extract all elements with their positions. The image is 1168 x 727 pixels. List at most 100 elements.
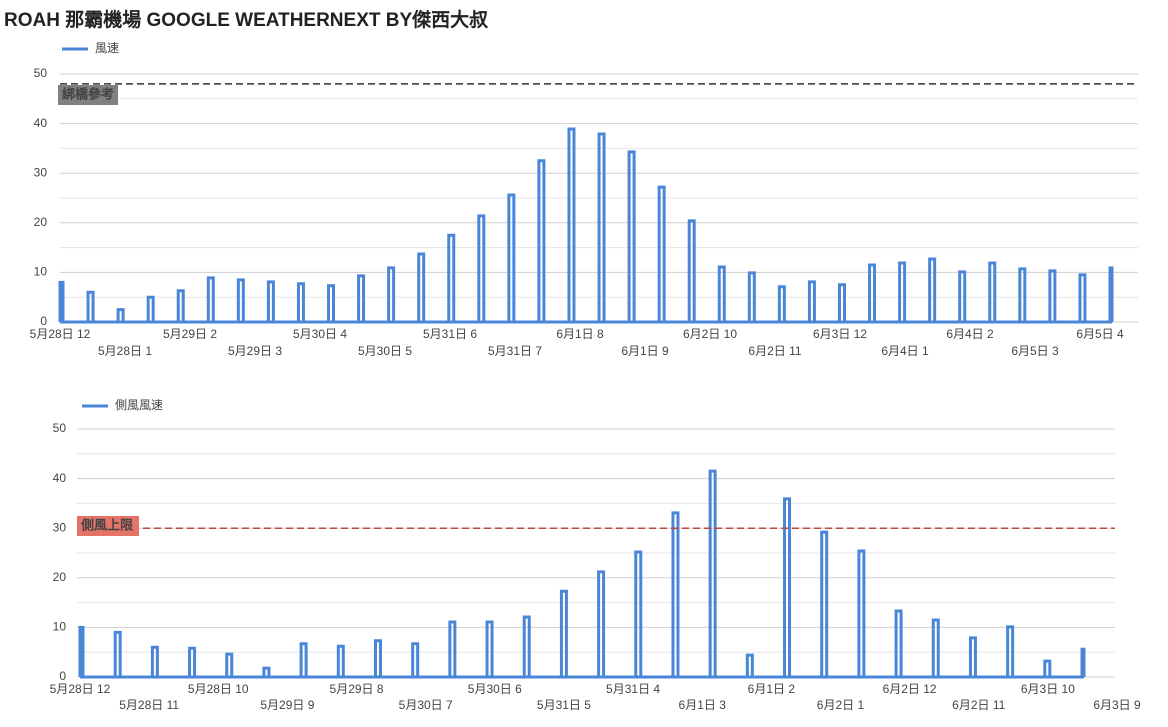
spike <box>745 653 754 677</box>
spike <box>357 274 366 322</box>
spike <box>299 642 308 677</box>
spike <box>225 652 234 677</box>
reference-label-bg <box>77 516 140 536</box>
page-title: ROAH 那霸機場 GOOGLE WEATHERNEXT BY傑西大叔 <box>4 8 489 31</box>
spike <box>708 469 717 677</box>
x-tick-label: 5月29日 9 <box>260 698 314 712</box>
spike <box>747 271 756 322</box>
x-tick-label: 5月31日 7 <box>488 344 542 358</box>
x-tick-label: 6月4日 2 <box>946 327 994 341</box>
x-tick-label: 5月29日 8 <box>330 682 384 696</box>
y-tick-label: 10 <box>53 620 67 634</box>
spike <box>262 666 271 677</box>
x-tick-label: 6月1日 2 <box>748 682 796 696</box>
spike <box>485 620 494 677</box>
x-tick-label: 5月28日 10 <box>188 682 249 696</box>
spike <box>373 639 382 677</box>
spike <box>417 252 426 322</box>
x-tick-label: 6月2日 10 <box>683 327 737 341</box>
spike <box>1018 267 1027 322</box>
spike <box>868 263 877 322</box>
y-tick-label: 20 <box>34 215 48 229</box>
x-tick-label: 6月5日 4 <box>1076 327 1124 341</box>
spike <box>336 644 345 677</box>
x-tick-label: 5月31日 6 <box>423 327 477 341</box>
spike <box>559 589 568 677</box>
spike <box>447 233 456 322</box>
y-tick-label: 40 <box>53 471 67 485</box>
spike <box>1048 269 1057 322</box>
x-tick-label: 6月2日 1 <box>817 698 865 712</box>
spike <box>176 289 185 322</box>
spike <box>958 270 967 322</box>
spike <box>411 642 420 677</box>
spike <box>820 530 829 677</box>
spike <box>807 280 816 322</box>
spike <box>477 214 486 322</box>
spike <box>597 570 606 677</box>
spike <box>687 219 696 322</box>
spike <box>671 511 680 677</box>
spike <box>1108 266 1114 322</box>
x-tick-label: 5月31日 5 <box>537 698 591 712</box>
spike <box>928 257 937 322</box>
y-tick-label: 0 <box>40 314 47 328</box>
x-tick-label: 5月28日 11 <box>119 698 179 712</box>
spike <box>266 280 275 322</box>
x-tick-label: 6月2日 12 <box>883 682 937 696</box>
spike <box>236 278 245 322</box>
spike <box>657 185 666 322</box>
spike <box>777 285 786 322</box>
y-tick-label: 30 <box>34 165 48 179</box>
spike <box>507 193 516 322</box>
y-tick-label: 50 <box>34 66 48 80</box>
x-tick-label: 5月30日 6 <box>468 682 522 696</box>
spike <box>1078 273 1087 322</box>
spike <box>1006 625 1015 677</box>
y-tick-label: 10 <box>34 265 48 279</box>
spike <box>837 283 846 322</box>
spike <box>894 609 903 677</box>
spike <box>1080 647 1086 677</box>
spike <box>968 636 977 677</box>
y-tick-label: 50 <box>53 421 67 435</box>
reference-label: 側風上限 <box>80 517 134 532</box>
spike <box>296 282 305 322</box>
spike <box>597 132 606 322</box>
reference-label-bg <box>58 85 119 105</box>
spike <box>448 620 457 677</box>
spike <box>783 497 792 677</box>
x-tick-label: 5月31日 4 <box>606 682 660 696</box>
spike <box>931 618 940 677</box>
spike <box>1043 659 1052 677</box>
spike <box>146 295 155 322</box>
x-tick-label: 5月28日 1 <box>98 344 152 358</box>
spike <box>58 280 65 322</box>
y-tick-label: 30 <box>53 520 67 534</box>
y-tick-label: 40 <box>34 116 48 130</box>
x-tick-label: 5月30日 7 <box>399 698 453 712</box>
x-tick-label: 6月3日 12 <box>813 327 867 341</box>
spike <box>86 290 95 322</box>
x-tick-label: 5月29日 2 <box>163 327 217 341</box>
x-tick-label: 6月2日 11 <box>952 698 1005 712</box>
spike <box>988 261 997 322</box>
y-tick-label: 0 <box>59 669 66 683</box>
legend-label: 側風風速 <box>115 398 163 412</box>
spike <box>898 261 907 322</box>
x-tick-label: 6月2日 11 <box>748 344 801 358</box>
spike <box>188 646 197 677</box>
x-tick-label: 6月5日 3 <box>1011 344 1059 358</box>
legend-label: 風速 <box>95 41 119 55</box>
spike <box>78 625 85 677</box>
x-tick-label: 5月28日 12 <box>30 327 91 341</box>
x-tick-label: 5月30日 5 <box>358 344 412 358</box>
reference-label: 綁橋參考 <box>62 86 114 101</box>
spike <box>387 266 396 322</box>
spike <box>567 127 576 322</box>
spike <box>522 615 531 677</box>
x-tick-label: 6月3日 10 <box>1021 682 1075 696</box>
x-tick-label: 6月3日 9 <box>1093 698 1141 712</box>
